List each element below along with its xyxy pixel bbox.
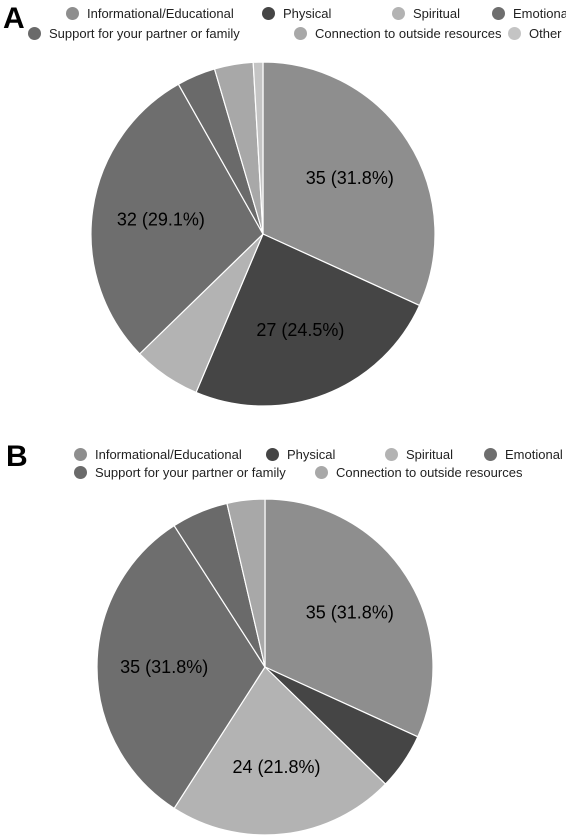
legend-label: Emotional [513,6,566,21]
data-label-physical: 27 (24.5%) [256,320,344,340]
legend-item-physical: Physical [266,447,335,462]
pie-slice-connection-to-outside-resources [226,498,266,668]
pie-slice-informational-educational [264,498,434,738]
legend-item-other: Other [508,26,562,41]
legend: Informational/Educational Physical Spiritu… [0,420,566,480]
legend-swatch [74,448,87,461]
legend-swatch [66,7,79,20]
legend-swatch [266,448,279,461]
legend-swatch [508,27,521,40]
pie-chart: 35 (31.8%) 24 (21.8%) 35 (31.8%) [96,498,434,836]
legend-item-support-for-your-partner-or-family: Support for your partner or family [74,465,286,480]
legend-swatch [392,7,405,20]
legend-swatch [294,27,307,40]
data-label-emotional: 35 (31.8%) [120,657,208,677]
legend-item-connection-to-outside-resources: Connection to outside resources [315,465,522,480]
pie-slice-spiritual [173,666,387,836]
legend-swatch [492,7,505,20]
data-label-spiritual: 24 (21.8%) [232,757,320,777]
legend: Informational/Educational Physical Spiritu… [0,0,566,60]
legend-item-informational-educational: Informational/Educational [74,447,242,462]
legend-label: Informational/Educational [95,447,242,462]
pie-slice-informational-educational [262,61,436,307]
legend-item-physical: Physical [262,6,331,21]
legend-label: Spiritual [413,6,460,21]
data-label-informational-educational: 35 (31.8%) [306,603,394,623]
legend-item-spiritual: Spiritual [385,447,453,462]
legend-label: Connection to outside resources [336,465,523,480]
pie-chart: 35 (31.8%) 27 (24.5%) 32 (29.1%) [90,61,436,407]
panel-a: A Informational/Educational Physical Spiri… [0,0,566,407]
legend-label: Support for your partner or family [95,465,286,480]
legend-item-emotional: Emotional [492,6,566,21]
legend-label: Connection to outside resources [315,26,502,41]
legend-swatch [262,7,275,20]
panel-b: B Informational/Educational Physical Spiri… [0,420,566,840]
legend-item-support-for-your-partner-or-family: Support for your partner or family [28,26,240,41]
legend-label: Other [529,26,562,41]
data-label-emotional: 32 (29.1%) [117,209,205,229]
legend-item-connection-to-outside-resources: Connection to outside resources [294,26,501,41]
legend-label: Physical [287,447,336,462]
panel-label: B [6,440,28,473]
pie-slice-physical [195,233,421,407]
legend-item-informational-educational: Informational/Educational [66,6,234,21]
legend-label: Physical [283,6,332,21]
pie-slice-other [252,61,264,235]
legend-label: Spiritual [406,447,453,462]
legend-swatch [484,448,497,461]
legend-swatch [315,466,328,479]
panel-label: A [3,2,25,35]
legend-swatch [74,466,87,479]
data-label-informational-educational: 35 (31.8%) [306,168,394,188]
legend-label: Support for your partner or family [49,26,240,41]
legend-item-emotional: Emotional [484,447,563,462]
pie-slice-emotional [90,83,264,355]
pie-slice-emotional [96,524,266,810]
legend-item-spiritual: Spiritual [392,6,460,21]
legend-swatch [28,27,41,40]
legend-label: Emotional [505,447,563,462]
legend-swatch [385,448,398,461]
legend-label: Informational/Educational [87,6,234,21]
